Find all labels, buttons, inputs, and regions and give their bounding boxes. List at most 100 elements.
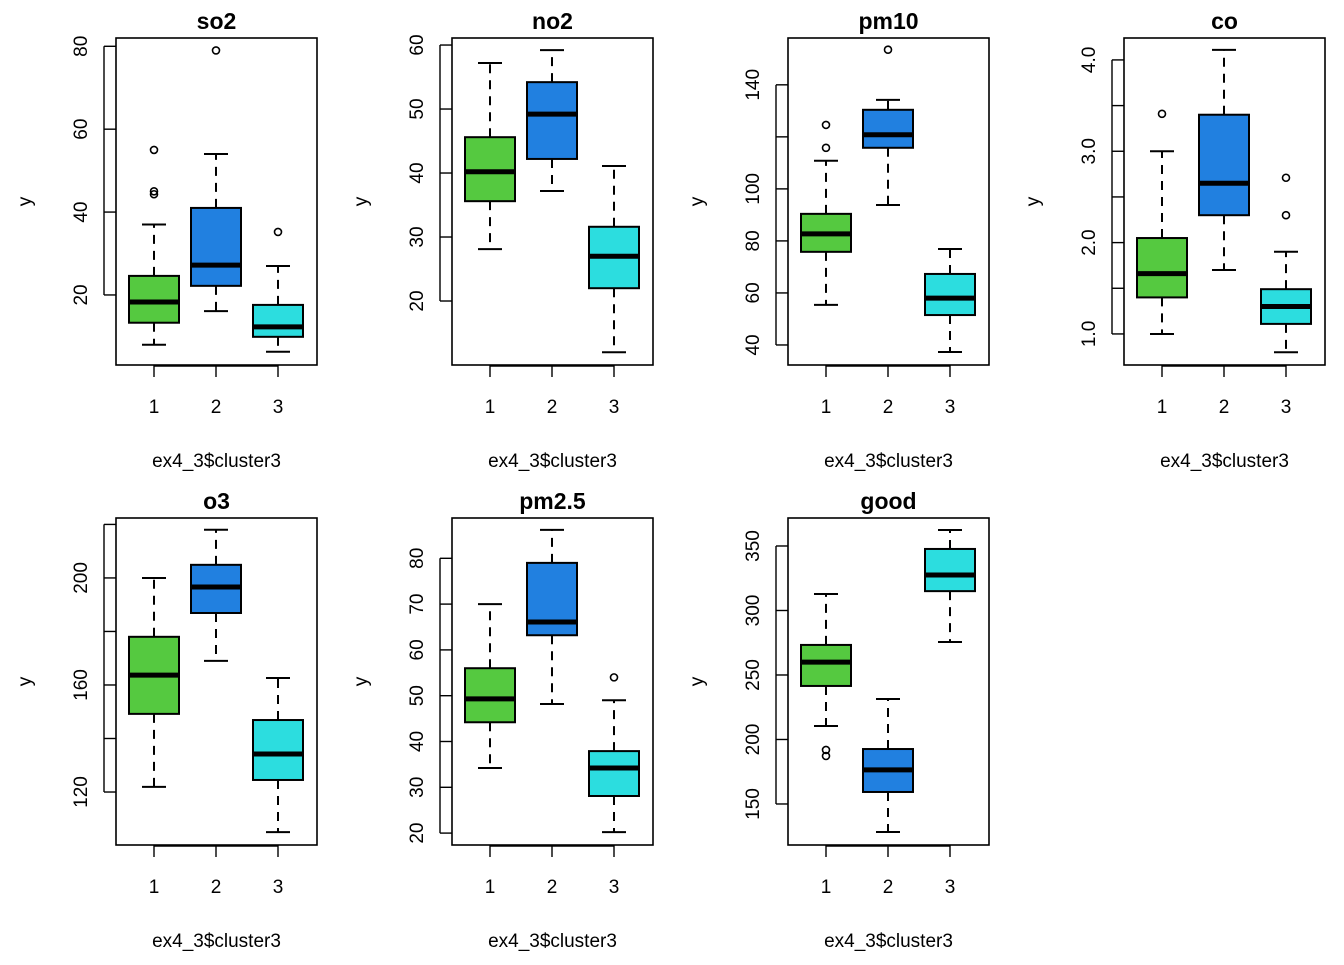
y-axis-label: y — [687, 196, 708, 206]
y-tick-label: 250 — [743, 659, 764, 691]
iqr-box — [924, 547, 976, 593]
panel-title: no2 — [532, 8, 573, 34]
y-tick-label: 40 — [71, 201, 92, 222]
box-cluster-1 — [128, 145, 180, 346]
box-cluster-1 — [128, 576, 180, 788]
outlier-point — [149, 187, 159, 196]
x-tick-label: 1 — [485, 397, 496, 418]
y-tick-label: 60 — [71, 119, 92, 140]
outlier-point — [821, 751, 831, 761]
y-tick-label: 20 — [407, 823, 428, 844]
box-cluster-2 — [526, 49, 578, 192]
x-tick-label: 3 — [609, 397, 620, 418]
x-tick-label: 3 — [945, 397, 956, 418]
y-tick-label: 40 — [407, 731, 428, 752]
box-cluster-2 — [526, 528, 578, 705]
x-tick-label: 3 — [609, 877, 620, 898]
panel-title: so2 — [197, 8, 237, 34]
x-tick-label: 3 — [273, 877, 284, 898]
y-tick-label: 80 — [407, 548, 428, 569]
x-tick-label: 2 — [883, 397, 894, 418]
iqr-box — [526, 81, 578, 160]
iqr-box — [588, 750, 640, 797]
y-tick-label: 60 — [743, 282, 764, 303]
y-tick-label: 30 — [407, 777, 428, 798]
y-tick-label: 30 — [407, 226, 428, 247]
iqr-box — [252, 719, 304, 781]
y-axis-label: y — [15, 676, 36, 686]
y-tick-label: 4.0 — [1079, 47, 1100, 73]
outlier-point — [1157, 109, 1167, 119]
iqr-box — [800, 643, 852, 687]
box-cluster-3 — [252, 677, 304, 834]
x-axis-label: ex4_3$cluster3 — [824, 451, 953, 472]
iqr-box — [1136, 237, 1188, 299]
x-tick-label: 3 — [273, 397, 284, 418]
y-tick-label: 50 — [407, 98, 428, 119]
y-tick-label: 120 — [71, 776, 92, 808]
box-cluster-3 — [1260, 173, 1312, 354]
y-tick-label: 70 — [407, 594, 428, 615]
y-axis-label: y — [351, 196, 372, 206]
box-cluster-2 — [190, 46, 242, 313]
panel-title: o3 — [203, 488, 230, 514]
y-tick-label: 350 — [743, 530, 764, 562]
panel-title: pm10 — [858, 8, 918, 34]
iqr-box — [128, 274, 180, 324]
x-tick-label: 2 — [883, 877, 894, 898]
x-tick-label: 1 — [821, 397, 832, 418]
panel-title: co — [1211, 8, 1238, 34]
y-axis-label: y — [15, 196, 36, 206]
y-tick-label: 20 — [71, 284, 92, 305]
y-tick-label: 3.0 — [1079, 138, 1100, 164]
x-tick-label: 2 — [211, 397, 222, 418]
box-cluster-1 — [464, 61, 516, 251]
x-tick-label: 1 — [485, 877, 496, 898]
y-tick-label: 2.0 — [1079, 229, 1100, 255]
panel-good: good 150 200 250 300 350 y 1 2 3 ex4_3$cluster3 — [687, 488, 990, 952]
outlier-point — [1281, 210, 1291, 220]
y-tick-label: 150 — [743, 788, 764, 820]
outlier-point — [821, 143, 831, 153]
x-tick-label: 2 — [211, 877, 222, 898]
outlier-point — [1281, 173, 1291, 183]
box-cluster-3 — [252, 227, 304, 353]
iqr-box — [1198, 113, 1250, 217]
box-cluster-2 — [1198, 48, 1250, 272]
x-tick-label: 2 — [547, 397, 558, 418]
y-tick-label: 100 — [743, 173, 764, 205]
x-tick-label: 1 — [149, 397, 160, 418]
panel-pm10: pm10 40 60 80 100 140 y 1 2 3 ex4_3$cluster3 — [687, 8, 990, 472]
panel-o3: o3 120 160 200 y 1 2 3 ex4_3$cluster3 — [15, 488, 318, 952]
box-cluster-1 — [464, 603, 516, 770]
y-tick-label: 200 — [743, 724, 764, 756]
panel-title: pm2.5 — [519, 488, 586, 514]
panel-no2: no2 20 30 40 50 60 y 1 2 3 ex4_3$cluster3 — [351, 8, 654, 472]
y-axis-label: y — [351, 676, 372, 686]
outlier-point — [883, 45, 893, 55]
iqr-box — [252, 303, 304, 338]
y-tick-label: 60 — [407, 639, 428, 660]
iqr-box — [190, 206, 242, 287]
y-tick-label: 300 — [743, 595, 764, 627]
outlier-point — [149, 189, 159, 199]
outlier-point — [149, 145, 159, 155]
box-cluster-1 — [800, 592, 852, 761]
y-axis-label: y — [687, 676, 708, 686]
y-tick-label: 160 — [71, 669, 92, 701]
box-cluster-1 — [1136, 109, 1188, 335]
box-cluster-3 — [588, 164, 640, 354]
iqr-box — [464, 136, 516, 203]
iqr-box — [862, 108, 914, 149]
x-tick-label: 3 — [1281, 397, 1292, 418]
x-tick-label: 1 — [821, 877, 832, 898]
x-axis-label: ex4_3$cluster3 — [824, 931, 953, 952]
y-tick-label: 140 — [743, 69, 764, 101]
outlier-point — [211, 46, 221, 55]
outlier-point — [609, 673, 619, 682]
panel-title: good — [860, 488, 916, 514]
y-tick-label: 80 — [71, 36, 92, 57]
box-cluster-3 — [924, 247, 976, 353]
y-tick-label: 200 — [71, 562, 92, 594]
